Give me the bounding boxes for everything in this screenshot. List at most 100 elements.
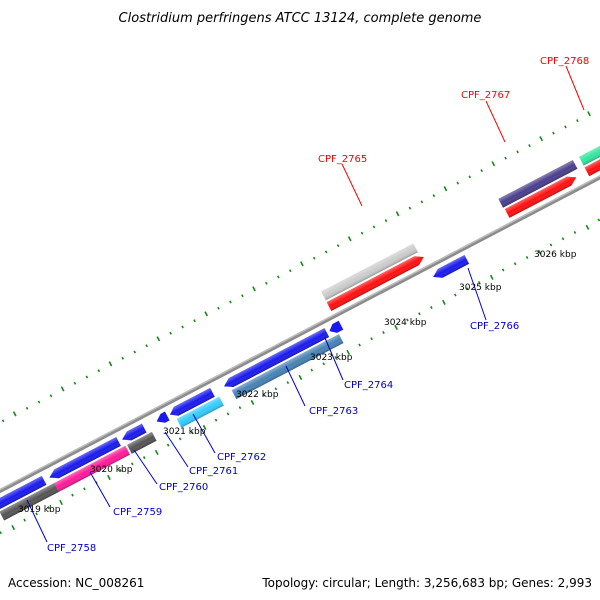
outer-ring-dot: [456, 181, 460, 185]
callout-line-CPF_2764: [324, 337, 344, 381]
outer-ring-dot: [49, 394, 53, 398]
outer-ring-dot: [312, 256, 316, 260]
gene-CPF_2758[interactable]: [0, 475, 47, 510]
gene-CPF_2766[interactable]: [431, 254, 470, 281]
inner-ring-tick: [418, 312, 421, 316]
gene-CPF_2768[interactable]: [579, 128, 600, 166]
callout-line-CPF_2766: [467, 267, 487, 321]
outer-ring-dot: [336, 244, 340, 248]
gene-CPF_2764[interactable]: [222, 320, 344, 391]
gene-CPF_2765[interactable]: [321, 243, 418, 301]
gene-CPF_2758-companion[interactable]: [0, 482, 60, 521]
inner-ring-tick: [477, 281, 481, 284]
inner-ring-tick: [178, 437, 182, 441]
outer-ring-dot: [25, 406, 29, 410]
outer-ring-dot: [432, 194, 436, 198]
inner-ring-tick: [561, 237, 565, 241]
inner-ring-tick: [23, 518, 26, 522]
inner-ring-tick: [262, 393, 266, 397]
map-title: Clostridium perfringens ATCC 13124, comp…: [119, 11, 482, 26]
outer-ring-dot: [539, 136, 544, 142]
inner-ring-tick: [166, 443, 170, 447]
tick-label: 3023 kbp: [310, 353, 353, 363]
gene-labels: CPF_2765 CPF_2767 CPF_2768 CPF_2758 CPF_…: [47, 56, 589, 554]
outer-ring-dot: [12, 411, 17, 417]
outer-ring-dot: [37, 400, 41, 404]
gene-CPF_2759[interactable]: [47, 435, 130, 492]
callout-line-CPF_2761: [164, 431, 189, 468]
inner-ring-tick: [119, 468, 122, 472]
inner-ring-tick: [322, 362, 325, 366]
outer-ring-dot: [516, 150, 519, 154]
outer-ring-dot: [288, 269, 292, 273]
outer-ring-dot: [420, 200, 424, 204]
gene-CPF_2760[interactable]: [120, 421, 157, 454]
inner-ring-tick: [358, 343, 361, 347]
outer-ring-dot: [265, 281, 268, 285]
outer-ring-dot: [181, 325, 184, 329]
inner-ring-tick: [346, 349, 351, 355]
outer-ring-dot: [204, 311, 209, 317]
gene-label-CPF_2759[interactable]: CPF_2759: [113, 507, 162, 518]
inner-ring-tick: [573, 230, 577, 234]
gene-CPF_2763[interactable]: [231, 334, 344, 400]
inner-ring-tick: [59, 499, 63, 506]
outer-ring-dot: [395, 211, 400, 217]
tick-label: 3025 kbp: [459, 283, 502, 293]
inner-ring-tick: [142, 456, 146, 460]
outer-ring-dot: [277, 275, 280, 279]
tick-label: 3024 kbp: [384, 318, 427, 328]
inner-ring-tick: [370, 337, 373, 341]
gene-label-CPF_2765[interactable]: CPF_2765: [318, 154, 367, 165]
gene-label-CPF_2762[interactable]: CPF_2762: [217, 452, 266, 463]
inner-ring-tick: [250, 399, 255, 406]
callout-line-CPF_2760: [133, 449, 158, 485]
gene-label-CPF_2766[interactable]: CPF_2766: [470, 321, 519, 332]
callout-line-CPF_2762: [192, 413, 216, 454]
outer-ring-dot: [300, 261, 304, 267]
callout-lines: [26, 65, 585, 543]
inner-ring-tick: [454, 293, 457, 297]
inner-ring-tick: [513, 262, 517, 266]
gene-label-CPF_2764[interactable]: CPF_2764: [344, 380, 393, 391]
outer-ring-dot: [324, 250, 328, 254]
inner-ring-tick: [465, 287, 469, 291]
gene-label-CPF_2761[interactable]: CPF_2761: [189, 466, 238, 477]
outer-ring-dot: [85, 375, 89, 379]
inner-ring-tick: [83, 487, 86, 491]
inner-ring-tick: [71, 493, 74, 497]
outer-ring-dot: [480, 169, 483, 173]
gene-CPF_2761[interactable]: [154, 387, 215, 426]
outer-ring-dot: [552, 131, 555, 135]
inner-ring-tick: [35, 512, 38, 516]
gene-label-CPF_2767[interactable]: CPF_2767: [461, 90, 510, 101]
inner-ring-tick: [214, 418, 218, 422]
gene-label-CPF_2760[interactable]: CPF_2760: [159, 482, 208, 493]
gene-label-CPF_2758[interactable]: CPF_2758: [47, 543, 96, 554]
tick-label: 3022 kbp: [236, 390, 279, 400]
outer-ring-dot: [169, 331, 172, 335]
inner-ring-tick: [406, 318, 409, 322]
outer-ring-dot: [73, 381, 77, 385]
gene-CPF_2765-companion[interactable]: [326, 253, 426, 312]
inner-tick-ring: [0, 218, 600, 535]
gene-label-CPF_2768[interactable]: CPF_2768: [540, 56, 589, 67]
gene-label-CPF_2763[interactable]: CPF_2763: [309, 406, 358, 417]
outer-ring-dot: [121, 356, 125, 360]
tick-label: 3019 kbp: [18, 505, 61, 515]
outer-ring-dot: [229, 300, 232, 304]
outer-ring-dot: [193, 319, 196, 323]
gene-CPF_2767-companion[interactable]: [504, 173, 579, 218]
outer-ring-dot: [97, 369, 101, 373]
tick-label: 3021 kbp: [163, 427, 206, 437]
gene-CPF_2767[interactable]: [498, 159, 578, 208]
inner-ring-tick: [549, 243, 553, 247]
gene-CPF_2768-companion[interactable]: [584, 139, 600, 177]
callout-line-CPF_2763: [285, 365, 306, 407]
inner-ring-tick: [286, 381, 290, 385]
inner-ring-tick: [525, 255, 529, 259]
callout-line-CPF_2765: [341, 163, 363, 207]
outer-ring-dot: [133, 350, 137, 354]
gene-CPF_2762[interactable]: [176, 396, 224, 428]
